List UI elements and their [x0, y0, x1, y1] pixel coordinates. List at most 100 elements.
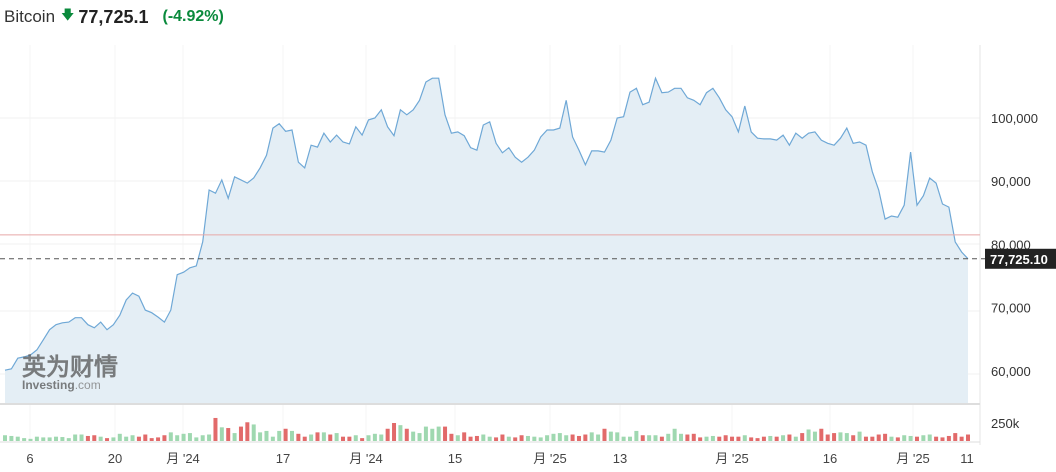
- price-line: [4, 76, 969, 371]
- volume-bar: [417, 433, 422, 441]
- volume-bar: [863, 436, 868, 441]
- volume-bar: [500, 434, 505, 441]
- volume-bar: [736, 436, 741, 441]
- price-change-percent: (-4.92%): [162, 8, 224, 25]
- volume-bar: [959, 436, 964, 441]
- volume-bar: [755, 438, 760, 441]
- volume-bar: [468, 436, 473, 441]
- y-tick-label: 90,000: [991, 174, 1031, 189]
- volume-bar: [111, 437, 116, 441]
- volume-bar: [28, 438, 33, 441]
- volume-bar: [73, 434, 78, 441]
- volume-bar: [832, 433, 837, 441]
- volume-bar: [296, 433, 301, 441]
- volume-bar: [168, 432, 173, 441]
- volume-bar: [513, 437, 518, 441]
- volume-bar: [423, 426, 428, 441]
- volume-bar: [908, 435, 913, 441]
- volume-bar: [717, 436, 722, 441]
- x-tick-label: 月 '25: [533, 451, 567, 466]
- volume-bar: [800, 433, 805, 441]
- volume-bar: [162, 435, 167, 441]
- volume-bar: [876, 434, 881, 441]
- volume-bar: [704, 436, 709, 441]
- volume-bar: [902, 435, 907, 441]
- volume-bar: [462, 432, 467, 441]
- volume-bar: [730, 436, 735, 441]
- volume-bar: [411, 431, 416, 441]
- volume-bar: [3, 435, 7, 441]
- volume-bar: [583, 434, 588, 441]
- volume-bar: [430, 428, 435, 441]
- x-tick-label: 11: [960, 451, 974, 466]
- volume-bar: [264, 430, 269, 441]
- volume-bar: [710, 435, 715, 441]
- volume-bar: [545, 435, 550, 441]
- volume-bar: [187, 433, 192, 441]
- volume-bar: [207, 434, 212, 441]
- x-tick-label: 月 '25: [896, 451, 930, 466]
- x-tick-label: 16: [823, 451, 837, 466]
- volume-bar: [781, 435, 786, 441]
- volume-bar: [953, 433, 958, 441]
- volume-bar: [117, 433, 122, 441]
- volume-bar: [60, 437, 65, 441]
- volume-bar: [934, 436, 939, 441]
- y-tick-label: 100,000: [991, 111, 1038, 126]
- volume-bar: [143, 434, 148, 441]
- volume-bar: [653, 435, 658, 441]
- volume-bar: [812, 431, 817, 441]
- volume-bar: [309, 434, 314, 441]
- volume-bar: [895, 437, 900, 441]
- volume-bar: [436, 426, 441, 441]
- volume-bar: [251, 424, 256, 441]
- volume-bar: [487, 436, 492, 441]
- volume-tick-label: 250k: [991, 416, 1020, 431]
- volume-bar: [608, 431, 613, 441]
- volume-bar: [793, 436, 798, 441]
- volume-bar: [723, 435, 728, 441]
- volume-bar: [219, 427, 224, 441]
- volume-bar: [806, 429, 811, 441]
- volume-bar: [213, 417, 218, 441]
- investing-watermark-logo: 英为财情 Investing.com: [22, 353, 118, 392]
- volume-bar: [22, 438, 27, 441]
- volume-bar: [927, 434, 932, 441]
- volume-bar: [34, 436, 39, 441]
- volume-bar: [372, 433, 377, 441]
- volume-bar: [525, 435, 530, 441]
- volume-bar: [341, 436, 346, 441]
- volume-bar: [870, 436, 875, 441]
- volume-bar: [627, 436, 632, 441]
- volume-bar: [347, 436, 352, 441]
- volume-bar: [321, 432, 326, 441]
- x-tick-label: 月 '24: [349, 451, 383, 466]
- volume-bar: [277, 430, 282, 441]
- volume-bar: [181, 433, 186, 441]
- volume-bar: [557, 433, 562, 441]
- volume-bar: [761, 436, 766, 441]
- volume-bar: [302, 436, 307, 441]
- volume-bar: [455, 435, 460, 441]
- volume-bar: [749, 437, 754, 441]
- volume-bar: [883, 433, 888, 441]
- volume-bar: [15, 436, 20, 441]
- volume-bar: [576, 435, 581, 441]
- volume-bar: [443, 426, 448, 441]
- arrow-down-icon: 🡇: [61, 7, 75, 22]
- volume-bar: [328, 434, 333, 441]
- volume-bar: [691, 433, 696, 441]
- volume-bar: [570, 434, 575, 441]
- volume-bar: [156, 437, 161, 441]
- volume-bar: [200, 435, 205, 441]
- volume-bar: [615, 432, 620, 441]
- volume-bar: [334, 433, 339, 441]
- volume-bar: [844, 433, 849, 441]
- last-price-badge: [985, 248, 1056, 269]
- x-tick-label: 6: [26, 451, 33, 466]
- x-tick-label: 13: [613, 451, 627, 466]
- volume-bar: [353, 435, 358, 441]
- volume-bar: [474, 435, 479, 441]
- volume-bar: [66, 438, 71, 441]
